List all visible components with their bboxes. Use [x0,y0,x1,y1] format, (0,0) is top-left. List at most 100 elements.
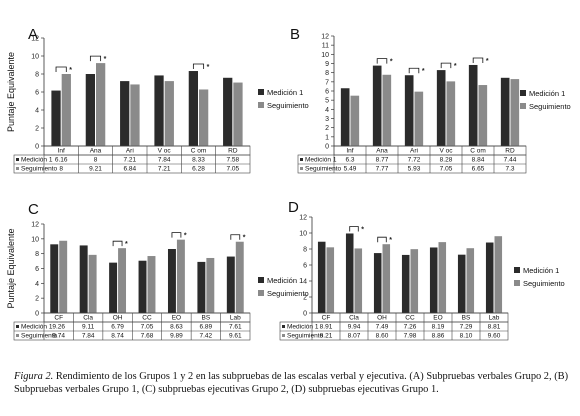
table-cell-seguimiento: 8.86 [432,333,445,340]
x-category-label: BS [202,315,211,322]
bar-seguimiento [446,81,456,146]
table-cell-seguimiento: 9.74 [52,333,65,340]
table-cell-medicion-1: 8.63 [170,324,183,331]
bar-medicion-1 [372,65,382,146]
table-cell-seguimiento: 7.3 [505,166,514,173]
bar-medicion-1 [436,70,446,146]
legend-swatch [258,89,264,95]
x-category-label: CC [142,315,152,322]
legend-swatch [514,280,520,286]
bar-medicion-1 [167,248,176,313]
x-category-label: Cla [349,315,359,322]
table-row-label: Medición 1 [21,157,53,164]
y-tick-label: 12 [31,222,39,229]
significance-bracket [55,66,67,72]
table-cell-seguimiento: 8.74 [111,333,124,340]
y-tick-label: 12 [31,36,39,43]
table-cell-seguimiento: 5.49 [344,166,357,173]
y-tick-label: 10 [321,52,329,59]
bar-seguimiento [199,89,209,146]
legend-swatch [258,290,264,296]
bar-seguimiento [478,85,488,146]
table-cell-seguimiento: 5.93 [408,166,421,173]
x-category-label: RD [228,148,238,155]
y-tick-label: 0 [35,144,39,151]
table-cell-medicion-1: 7.72 [408,157,421,164]
significance-asterisk: * [361,226,364,233]
x-category-label: Lab [230,315,241,322]
table-cell-seguimiento: 9.89 [170,333,183,340]
table-cell-medicion-1: 8.28 [440,157,453,164]
y-tick-label: 4 [35,108,39,115]
table-cell-medicion-1: 8.19 [432,324,445,331]
table-cell-medicion-1: 6.3 [345,157,354,164]
legend-label: Medición 1 [267,276,303,285]
bar-seguimiento [88,254,97,313]
significance-asterisk: * [184,233,187,240]
table-row-label: Seguimiento [287,333,324,340]
x-category-label: EO [433,315,442,322]
y-tick-label: 8 [325,70,329,77]
table-cell-medicion-1: 8.33 [192,157,205,164]
significance-bracket [377,236,387,243]
significance-bracket [408,67,420,74]
table-cell-seguimiento: 7.42 [200,333,213,340]
table-cell-medicion-1: 8.91 [320,324,333,331]
x-category-label: CC [405,315,415,322]
table-cell-seguimiento: 7.77 [376,166,389,173]
table-cell-medicion-1: 6.79 [111,324,124,331]
legend-label: Seguimiento [529,102,571,111]
bar-seguimiento [354,248,363,313]
table-cell-medicion-1: 7.21 [124,157,137,164]
y-tick-label: 9 [325,61,329,68]
table-cell-seguimiento: 8 [59,166,63,173]
significance-asterisk: * [104,56,107,63]
significance-bracket [171,232,182,238]
table-cell-medicion-1: 6.89 [200,324,213,331]
table-row-swatch [16,334,19,337]
y-tick-label: 4 [303,279,307,286]
table-cell-seguimiento: 7.98 [404,333,417,340]
table-row-swatch [300,158,303,161]
bar-seguimiento [350,95,360,146]
significance-bracket [230,234,241,240]
significance-asterisk: * [389,237,392,244]
table-row-swatch [16,158,19,161]
legend-label: Seguimiento [267,101,309,110]
table-cell-medicion-1: 8.77 [376,157,389,164]
table-cell-medicion-1: 9.26 [52,324,65,331]
legend-label: Medición 1 [529,89,565,98]
y-tick-label: 4 [325,107,329,114]
y-tick-label: 4 [35,281,39,288]
x-category-label: C om [191,148,207,155]
x-category-label: Inf [346,148,353,155]
table-row-swatch [282,334,285,337]
bar-seguimiento [494,236,503,313]
panel-letter-d: D [288,199,299,216]
bar-seguimiento [233,82,243,146]
x-category-label: Ana [376,148,388,155]
bar-medicion-1 [500,77,510,146]
y-tick-label: 3 [325,116,329,123]
significance-bracket [349,226,359,232]
table-row-label: Medición 1 [287,324,319,331]
bar-medicion-1 [50,244,59,313]
table-cell-medicion-1: 9.11 [82,324,95,331]
x-category-label: V oc [158,148,172,155]
panel-letter-c: C [28,201,39,218]
table-cell-medicion-1: 7.58 [227,157,240,164]
bar-medicion-1 [51,90,61,146]
table-row-label: Seguimiento [21,333,58,340]
table-cell-medicion-1: 9.94 [348,324,361,331]
bar-medicion-1 [317,241,326,313]
y-tick-label: 2 [303,295,307,302]
table-cell-seguimiento: 8.60 [376,333,389,340]
significance-asterisk: * [243,235,246,242]
bar-seguimiento [164,81,174,146]
table-cell-medicion-1: 7.49 [376,324,389,331]
y-tick-label: 12 [321,34,329,41]
y-tick-label: 6 [303,263,307,270]
x-category-label: CF [322,315,331,322]
y-tick-label: 2 [35,126,39,133]
bar-medicion-1 [404,75,414,146]
